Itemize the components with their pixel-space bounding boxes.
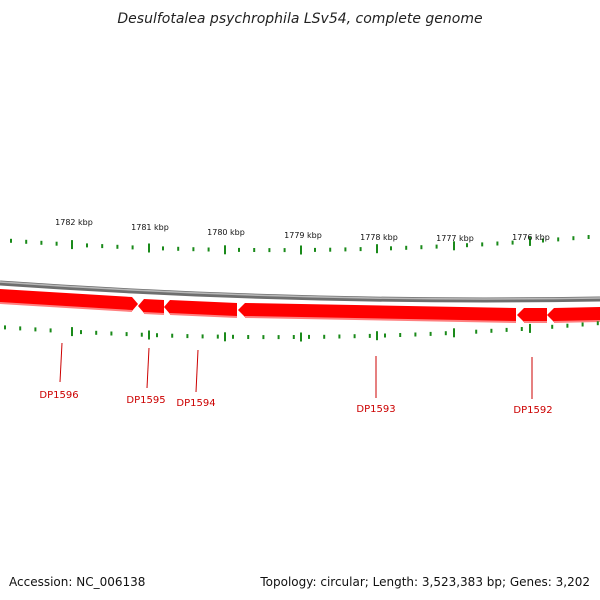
- inner-major-ticks: [71, 323, 531, 342]
- gene-arrow-dp1592[interactable]: [517, 308, 547, 322]
- gene-edge-dp1596: [0, 302, 133, 312]
- gene-label-dp1593[interactable]: DP1593: [356, 404, 395, 415]
- inner-minor-ticks: [4, 321, 599, 340]
- outer-major-ticks: [71, 236, 531, 255]
- leader-dp1596: [59, 342, 63, 383]
- ruler-label-1781: 1781 kbp: [131, 223, 169, 232]
- gene-arrow-offscreen[interactable]: [547, 307, 600, 322]
- outer-tick-ruler: [10, 235, 590, 255]
- inner-tick-ruler: [4, 321, 599, 342]
- gene-edge-offscreen: [553, 320, 600, 323]
- ruler-label-1780: 1780 kbp: [207, 228, 245, 237]
- gene-edge-dp1594: [169, 313, 238, 318]
- leader-dp1595: [146, 347, 150, 389]
- genome-backbone: [0, 280, 600, 303]
- gene-label-leaders: [59, 342, 533, 399]
- accession-text: Accession: NC_006138: [9, 575, 145, 589]
- genome-summary-text: Topology: circular; Length: 3,523,383 bp…: [259, 575, 590, 589]
- gene-label-dp1592[interactable]: DP1592: [513, 405, 552, 416]
- gene-track: [0, 289, 600, 323]
- gene-label-dp1596[interactable]: DP1596: [39, 390, 78, 401]
- gene-arrow-dp1594[interactable]: [164, 300, 237, 317]
- gene-arrow-dp1596[interactable]: [0, 289, 138, 311]
- gene-label-dp1594[interactable]: DP1594: [176, 398, 215, 409]
- genome-title: Desulfotalea psychrophila LSv54, complet…: [117, 11, 482, 27]
- leader-dp1594: [195, 349, 199, 393]
- ruler-label-1778: 1778 kbp: [360, 233, 398, 242]
- gene-edge-dp1595: [143, 312, 165, 315]
- gene-arrow-dp1595[interactable]: [138, 299, 164, 314]
- gene-edge-dp1593: [244, 316, 517, 323]
- ruler-label-1777: 1777 kbp: [436, 234, 474, 243]
- gene-labels: DP1596 DP1595 DP1594 DP1593 DP1592: [39, 390, 552, 416]
- ruler-labels: 1782 kbp 1781 kbp 1780 kbp 1779 kbp 1778…: [55, 218, 550, 243]
- ruler-label-1779: 1779 kbp: [284, 231, 322, 240]
- ruler-label-1776: 1776 kbp: [512, 233, 550, 242]
- outer-minor-ticks: [10, 235, 590, 253]
- ruler-label-1782: 1782 kbp: [55, 218, 93, 227]
- gene-label-dp1595[interactable]: DP1595: [126, 395, 165, 406]
